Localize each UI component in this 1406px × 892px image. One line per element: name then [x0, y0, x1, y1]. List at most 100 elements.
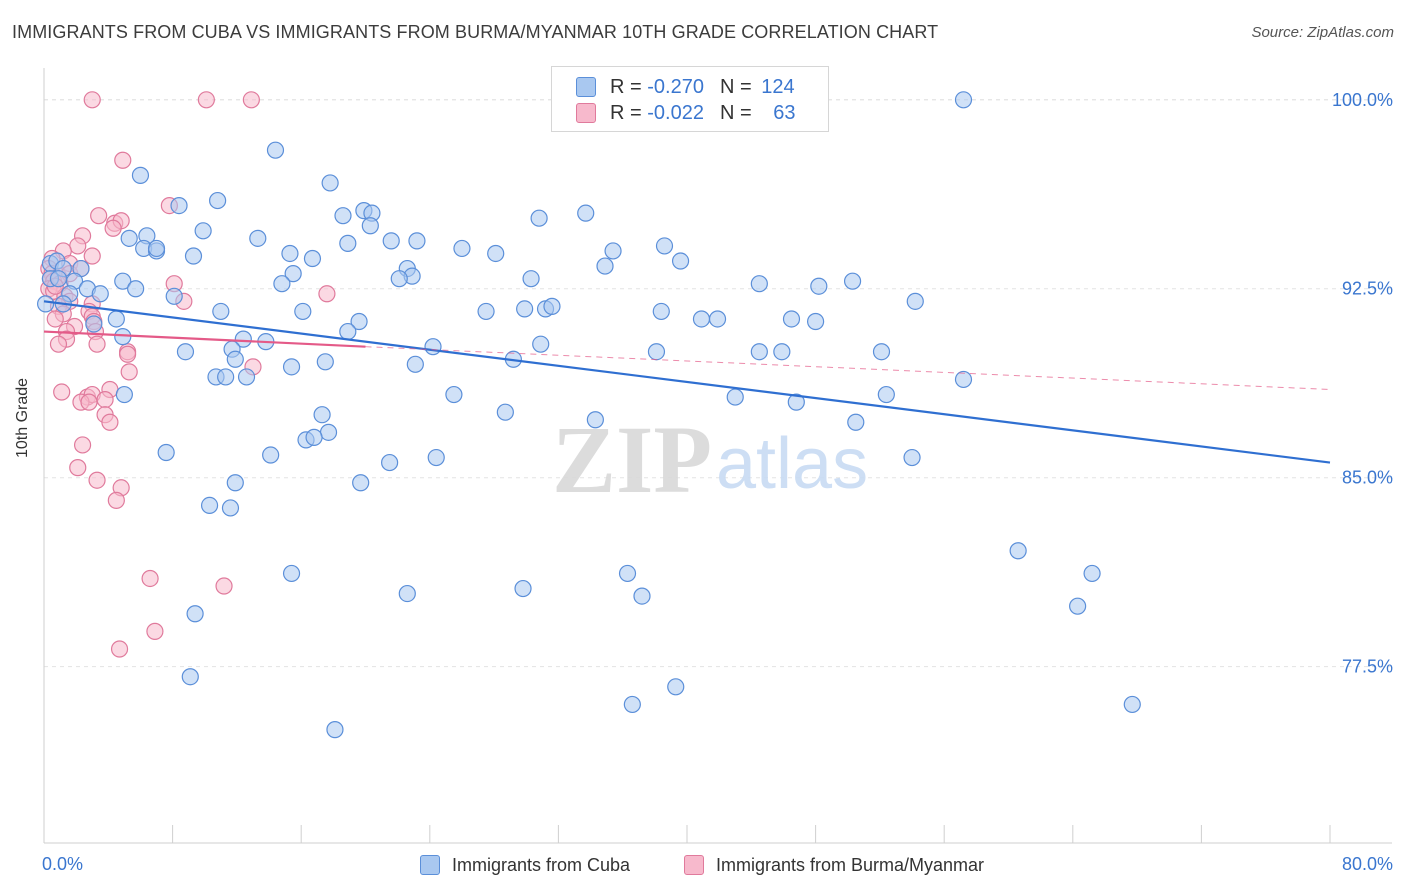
- source-label: Source: ZipAtlas.com: [1251, 24, 1394, 41]
- burma-point: [104, 219, 122, 237]
- cuba-point: [181, 668, 199, 686]
- cuba-point: [305, 428, 323, 446]
- cuba-point: [107, 310, 125, 328]
- cuba-point: [787, 393, 805, 411]
- cuba-point: [406, 355, 424, 373]
- legend-n-value: 63: [773, 101, 796, 124]
- cuba-point: [671, 252, 690, 270]
- cuba-point: [381, 453, 399, 472]
- cuba-point: [623, 695, 641, 714]
- cuba-point: [604, 242, 622, 260]
- cuba-point: [543, 297, 561, 315]
- cuba-point: [877, 385, 895, 404]
- burma-point: [318, 285, 336, 303]
- y-tick-label: 85.0%: [1342, 468, 1393, 488]
- cuba-point: [316, 353, 334, 371]
- cuba-point: [262, 446, 280, 464]
- cuba-point: [176, 343, 195, 361]
- cuba-point: [424, 338, 442, 356]
- burma-point: [46, 310, 64, 328]
- axes: [43, 68, 1392, 844]
- legend-n-value: 124: [761, 75, 795, 98]
- cuba-trend-line: [43, 300, 1331, 464]
- cuba-point: [577, 204, 595, 222]
- cuba-point: [321, 174, 339, 192]
- cuba-point: [217, 368, 235, 386]
- cuba-point: [221, 499, 240, 517]
- cuba-point: [352, 474, 370, 492]
- burma-point: [88, 471, 106, 489]
- cuba-point: [165, 287, 183, 305]
- cuba-point: [726, 388, 744, 406]
- legend-r-value: -0.022: [647, 101, 704, 124]
- cuba-point: [120, 229, 138, 247]
- cuba-point: [408, 232, 426, 250]
- cuba-point: [667, 678, 685, 696]
- correlation-legend: R = -0.270 N = 124 R = -0.022 N = 63: [551, 66, 829, 132]
- burma-point: [114, 151, 132, 169]
- cuba-point: [273, 275, 291, 293]
- cuba-point: [382, 232, 400, 250]
- bottom-legend-label-burma: Immigrants from Burma/Myanmar: [716, 854, 985, 875]
- cuba-point: [282, 564, 301, 583]
- cuba-point: [266, 141, 285, 159]
- legend-n-label: N =: [719, 101, 752, 124]
- legend-row-burma: R = -0.022 N = 63: [576, 100, 795, 126]
- cuba-point: [326, 721, 344, 739]
- cuba-point: [294, 302, 312, 321]
- cuba-point: [647, 343, 666, 361]
- burma-trend-line: [43, 330, 366, 348]
- burma-point: [110, 640, 129, 658]
- legend-r-label: R =: [610, 101, 642, 124]
- burma-point: [141, 569, 159, 588]
- burma-point: [215, 577, 233, 595]
- cuba-point: [114, 272, 132, 290]
- legend-r-label: R =: [610, 75, 642, 98]
- bottom-legend-swatch-cuba: [420, 855, 440, 875]
- burma-point: [69, 237, 87, 255]
- cuba-point: [477, 302, 495, 321]
- series-burma-points: [40, 91, 336, 658]
- cuba-point: [209, 191, 227, 210]
- series-cuba-points: [37, 91, 1141, 739]
- cuba-point: [398, 584, 416, 603]
- burma-point: [96, 390, 114, 409]
- x-tick-label: 0.0%: [42, 854, 83, 874]
- cuba-point: [633, 587, 651, 605]
- cuba-point: [131, 166, 150, 184]
- legend-row-cuba: R = -0.270 N = 124: [576, 74, 795, 100]
- burma-point: [83, 247, 101, 265]
- burma-trend-extension: [365, 346, 1331, 391]
- cuba-point: [186, 605, 204, 623]
- cuba-point: [91, 285, 109, 303]
- cuba-point: [847, 413, 865, 431]
- cuba-point: [872, 343, 891, 361]
- cuba-point: [445, 385, 463, 404]
- cuba-point: [806, 312, 825, 331]
- burma-point: [90, 207, 108, 225]
- cuba-point: [708, 310, 727, 328]
- cuba-point: [85, 315, 103, 333]
- cuba-point: [184, 247, 203, 265]
- cuba-point: [903, 448, 921, 467]
- burma-point: [197, 91, 215, 109]
- cuba-point: [496, 403, 514, 421]
- watermark-zip: ZIP: [552, 406, 712, 513]
- burma-point: [146, 622, 164, 640]
- cuba-point: [427, 448, 445, 467]
- cuba-point: [1083, 564, 1101, 583]
- cuba-point: [226, 474, 244, 492]
- cuba-point: [334, 207, 352, 225]
- cuba-point: [319, 423, 338, 441]
- cuba-point: [1009, 542, 1027, 560]
- cuba-point: [170, 197, 188, 215]
- cuba-point: [249, 229, 267, 247]
- cuba-point: [147, 239, 166, 258]
- y-tick-label: 100.0%: [1332, 90, 1393, 110]
- legend-r-value: -0.270: [647, 75, 704, 98]
- cuba-point: [655, 237, 674, 255]
- cuba-point: [1123, 695, 1141, 714]
- cuba-point: [954, 370, 973, 389]
- cuba-point: [212, 302, 230, 321]
- cuba-point: [281, 244, 299, 263]
